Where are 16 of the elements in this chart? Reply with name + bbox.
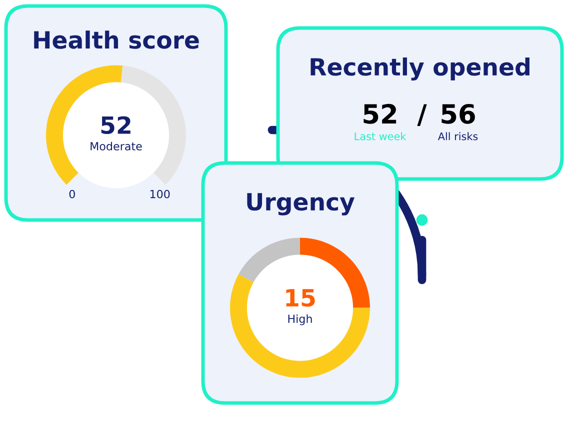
text: 52 [364,104,396,124]
text: 56 [442,104,475,124]
chart-title: Health score [34,30,199,49]
text: / [417,104,427,126]
text: Last week [354,132,406,140]
text: 52 [101,116,130,134]
donut-slice [230,274,370,378]
text: High [288,314,312,326]
text: 15 [286,289,315,307]
donut-slice [238,238,300,282]
chart-title: Urgency [247,193,355,216]
text: 0 [69,190,75,198]
text: Recently opened [310,57,530,81]
text: 100 [150,190,170,198]
text: All risks [438,132,478,140]
text: Moderate [90,142,142,150]
